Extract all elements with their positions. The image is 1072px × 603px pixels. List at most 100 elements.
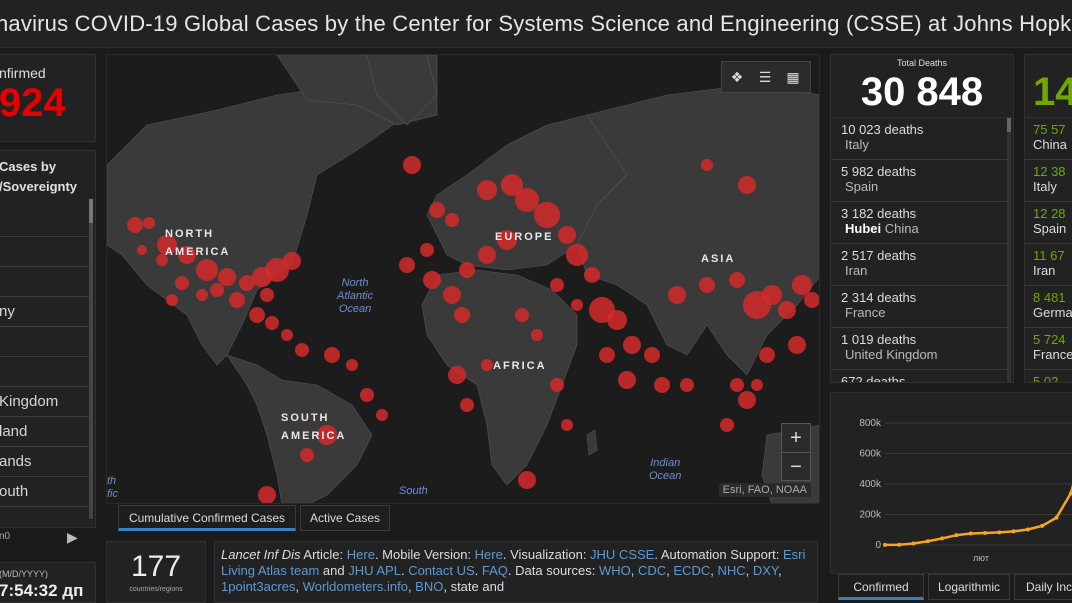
case-dot[interactable]: [762, 285, 782, 305]
chart-point[interactable]: [968, 531, 973, 536]
source-link[interactable]: BNO: [415, 579, 444, 594]
tab-active-cases[interactable]: Active Cases: [300, 505, 390, 531]
case-dot[interactable]: [445, 213, 459, 227]
case-dot[interactable]: [571, 299, 583, 311]
source-link[interactable]: CDC: [637, 563, 667, 578]
mobile-link[interactable]: Here: [474, 547, 503, 562]
case-dot[interactable]: [730, 378, 744, 392]
case-dot[interactable]: [792, 275, 812, 295]
case-dot[interactable]: [534, 202, 560, 228]
chart-point[interactable]: [983, 530, 987, 535]
case-dot[interactable]: [317, 425, 337, 445]
case-dot[interactable]: [239, 275, 255, 291]
cases-list-item[interactable]: [0, 207, 89, 237]
case-dot[interactable]: [460, 398, 474, 412]
cases-list-scrollbar[interactable]: [89, 199, 93, 519]
deaths-list-item[interactable]: 5 982 deaths Spain: [831, 160, 1007, 202]
case-dot[interactable]: [668, 286, 686, 304]
case-dot[interactable]: [558, 226, 576, 244]
zoom-out-button[interactable]: −: [782, 452, 810, 480]
deaths-list-item[interactable]: 10 023 deaths Italy: [831, 118, 1007, 160]
chart-point[interactable]: [1054, 515, 1059, 520]
case-dot[interactable]: [423, 271, 441, 289]
cases-list-item[interactable]: [0, 357, 89, 387]
case-dot[interactable]: [360, 388, 374, 402]
chart-point[interactable]: [897, 542, 902, 547]
deaths-list-item[interactable]: 1 019 deaths United Kingdom: [831, 328, 1007, 370]
recovered-list-item[interactable]: 12 28 Spain: [1025, 202, 1072, 244]
source-link[interactable]: 1point3acres: [221, 579, 296, 594]
source-link[interactable]: WHO: [598, 563, 631, 578]
case-dot[interactable]: [443, 286, 461, 304]
chart-point[interactable]: [954, 533, 959, 538]
zoom-in-button[interactable]: +: [790, 427, 802, 449]
deaths-list-item[interactable]: 672 deaths: [831, 370, 1007, 382]
cases-list-item[interactable]: land: [0, 417, 89, 447]
case-dot[interactable]: [738, 391, 756, 409]
scrollbar-thumb[interactable]: [89, 199, 93, 223]
chart-point[interactable]: [1025, 527, 1030, 532]
case-dot[interactable]: [477, 180, 497, 200]
case-dot[interactable]: [481, 359, 493, 371]
chart-point[interactable]: [883, 542, 887, 547]
case-dot[interactable]: [623, 336, 641, 354]
source-link[interactable]: Worldometers.info: [302, 579, 408, 594]
cases-list-item[interactable]: [0, 267, 89, 297]
case-dot[interactable]: [346, 359, 358, 371]
case-dot[interactable]: [166, 294, 178, 306]
map-canvas[interactable]: [107, 55, 820, 504]
case-dot[interactable]: [515, 308, 529, 322]
list-icon[interactable]: ☰: [758, 69, 772, 85]
case-dot[interactable]: [300, 448, 314, 462]
case-dot[interactable]: [156, 254, 168, 266]
case-dot[interactable]: [644, 347, 660, 363]
world-map[interactable]: NORTH AMERICA SOUTH AMERICA EUROPE ASIA AF…: [106, 54, 820, 504]
recovered-list-item[interactable]: 8 481 Germa: [1025, 286, 1072, 328]
case-dot[interactable]: [599, 347, 615, 363]
case-dot[interactable]: [127, 217, 143, 233]
chart-point[interactable]: [1040, 523, 1045, 528]
cases-list-item[interactable]: ands: [0, 447, 89, 477]
source-link[interactable]: DXY: [752, 563, 778, 578]
case-dot[interactable]: [778, 301, 796, 319]
qr-icon[interactable]: ▦: [786, 69, 800, 85]
contact-link[interactable]: Contact US: [408, 563, 475, 578]
tab-chart-daily-increase[interactable]: Daily Inc: [1014, 574, 1072, 600]
cases-list-item[interactable]: ny: [0, 297, 89, 327]
chart-point[interactable]: [940, 536, 945, 541]
cases-list-item[interactable]: outh: [0, 477, 89, 507]
case-dot[interactable]: [654, 377, 670, 393]
next-arrow-icon[interactable]: ▶: [67, 529, 78, 545]
recovered-list-item[interactable]: 75 57 China: [1025, 118, 1072, 160]
tab-cumulative-confirmed[interactable]: Cumulative Confirmed Cases: [118, 505, 296, 531]
recovered-list-item[interactable]: 11 67 Iran: [1025, 244, 1072, 286]
case-dot[interactable]: [804, 292, 820, 308]
case-dot[interactable]: [459, 262, 475, 278]
case-dot[interactable]: [531, 329, 543, 341]
case-dot[interactable]: [738, 176, 756, 194]
chart-point[interactable]: [1068, 491, 1072, 496]
source-link[interactable]: ECDC: [673, 563, 711, 578]
case-dot[interactable]: [281, 329, 293, 341]
case-dot[interactable]: [720, 418, 734, 432]
case-dot[interactable]: [258, 486, 276, 504]
case-dot[interactable]: [701, 159, 713, 171]
case-dot[interactable]: [478, 246, 496, 264]
tab-chart-confirmed[interactable]: Confirmed: [838, 574, 924, 600]
case-dot[interactable]: [788, 336, 806, 354]
case-dot[interactable]: [561, 419, 573, 431]
case-dot[interactable]: [210, 283, 224, 297]
case-dot[interactable]: [550, 278, 564, 292]
esri-link[interactable]: Esri Living Atlas team: [221, 547, 806, 578]
faq-link[interactable]: FAQ: [481, 563, 508, 578]
case-dot[interactable]: [218, 268, 236, 286]
cases-list-item[interactable]: [0, 327, 89, 357]
case-dot[interactable]: [324, 347, 340, 363]
case-dot[interactable]: [566, 244, 588, 266]
case-dot[interactable]: [497, 230, 517, 250]
deaths-list-item[interactable]: 2 517 deaths Iran: [831, 244, 1007, 286]
case-dot[interactable]: [729, 272, 745, 288]
case-dot[interactable]: [143, 217, 155, 229]
case-dot[interactable]: [399, 257, 415, 273]
cases-list-item[interactable]: [0, 237, 89, 267]
